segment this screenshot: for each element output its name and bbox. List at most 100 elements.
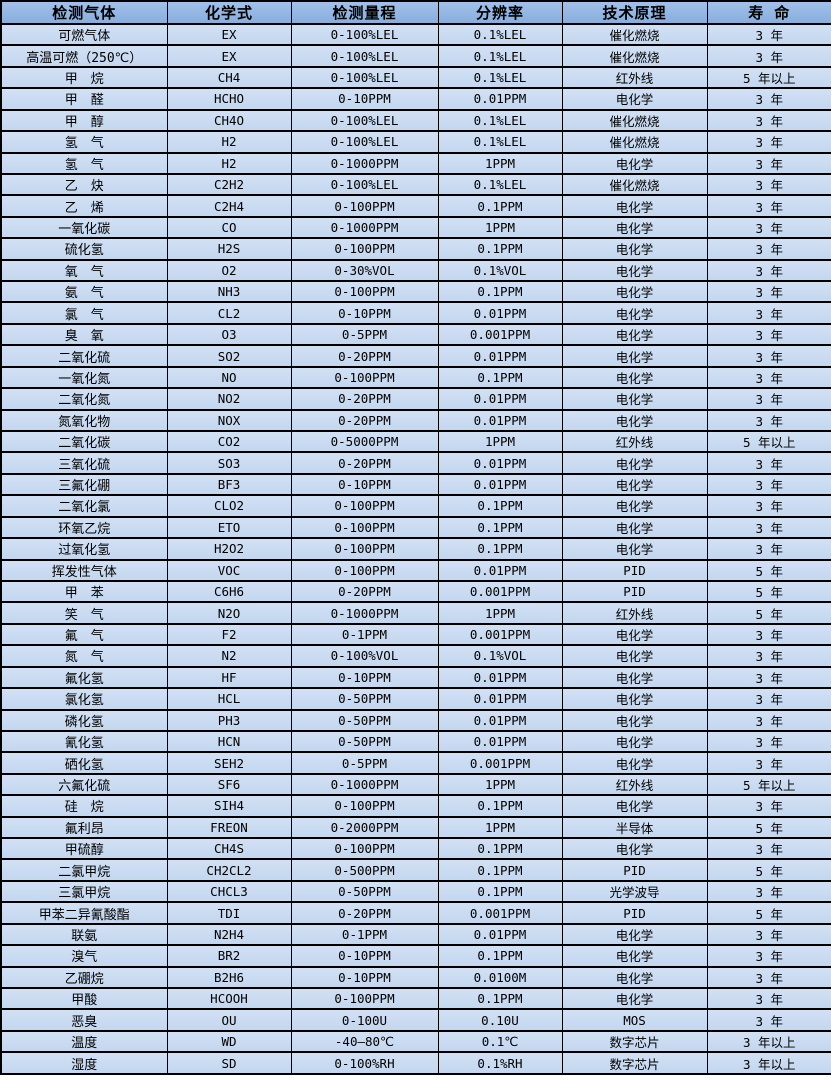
lifespan-cell: 3 年 [706,622,831,647]
resolution-cell: 0.01PPM [437,687,563,711]
table-row: 挥发性气体 VOC 0-100PPM 0.01PPM PID 5 年 [0,558,831,582]
column-header-lifespan: 寿 命 [706,0,831,25]
resolution-cell: 0.1PPM [437,944,563,968]
principle-cell: 电化学 [561,151,708,175]
formula-cell: CHCL3 [166,879,292,904]
formula-cell: CLO2 [166,494,292,518]
formula-cell: FREON [166,815,292,840]
principle-cell: 电化学 [561,301,708,325]
table-row: 氨 气 NH3 0-100PPM 0.1PPM 电化学 3 年 [0,280,831,304]
range-cell: 0-100PPM [290,237,439,261]
lifespan-cell: 3 年 [706,794,831,818]
principle-cell: 电化学 [561,729,708,754]
column-header-resolution: 分辨率 [437,0,563,25]
gas-name-cell: 甲 苯 [0,579,168,604]
formula-cell: N2H4 [166,922,292,947]
gas-name-cell: 磷化氢 [0,708,168,732]
lifespan-cell: 3 年 [706,408,831,433]
range-cell: 0-100PPM [290,794,439,818]
column-header-range: 检测量程 [290,0,439,25]
principle-cell: 电化学 [561,387,708,411]
table-row: 硫化氢 H2S 0-100PPM 0.1PPM 电化学 3 年 [0,237,831,261]
range-cell: 0-20PPM [290,344,439,368]
principle-cell: 电化学 [561,622,708,647]
range-cell: 0-100%LEL [290,22,439,47]
gas-name-cell: 二氯甲烷 [0,858,168,882]
table-row: 甲酸 HCOOH 0-100PPM 0.1PPM 电化学 3 年 [0,986,831,1011]
table-row: 可燃气体 EX 0-100%LEL 0.1%LEL 催化燃烧 3 年 [0,22,831,47]
resolution-cell: 1PPM [437,215,563,240]
gas-name-cell: 氟利昂 [0,815,168,840]
resolution-cell: 0.1%LEL [437,108,563,133]
gas-name-cell: 氯 气 [0,301,168,325]
principle-cell: 电化学 [561,644,708,668]
table-row: 二氧化氮 NO2 0-20PPM 0.01PPM 电化学 3 年 [0,387,831,411]
lifespan-cell: 3 年 [706,365,831,390]
formula-cell: CH4S [166,837,292,861]
formula-cell: HCN [166,729,292,754]
lifespan-cell: 3 年 [706,130,831,154]
gas-name-cell: 挥发性气体 [0,558,168,582]
range-cell: 0-50PPM [290,687,439,711]
resolution-cell: 0.01PPM [437,451,563,475]
formula-cell: SEH2 [166,751,292,775]
range-cell: 0-100PPM [290,837,439,861]
principle-cell: 红外线 [561,601,708,625]
table-row: 甲硫醇 CH4S 0-100PPM 0.1PPM 电化学 3 年 [0,837,831,861]
resolution-cell: 0.1PPM [437,365,563,390]
gas-name-cell: 三氧化硫 [0,451,168,475]
table-row: 温度 WD -40—80℃ 0.1℃ 数字芯片 3 年以上 [0,1029,831,1054]
gas-name-cell: 氯化氢 [0,687,168,711]
principle-cell: 催化燃烧 [561,172,708,197]
table-row: 磷化氢 PH3 0-50PPM 0.01PPM 电化学 3 年 [0,708,831,732]
formula-cell: H2O2 [166,537,292,561]
resolution-cell: 1PPM [437,772,563,797]
resolution-cell: 0.1%VOL [437,258,563,283]
range-cell: 0-20PPM [290,451,439,475]
principle-cell: 催化燃烧 [561,22,708,47]
range-cell: 0-1000PPM [290,772,439,797]
lifespan-cell: 5 年以上 [706,65,831,90]
range-cell: 0-5PPM [290,322,439,347]
principle-cell: 电化学 [561,494,708,518]
gas-name-cell: 甲 烷 [0,65,168,90]
table-row: 氮 气 N2 0-100%VOL 0.1%VOL 电化学 3 年 [0,644,831,668]
resolution-cell: 0.001PPM [437,901,563,925]
table-row: 氢 气 H2 0-1000PPM 1PPM 电化学 3 年 [0,151,831,175]
table-row: 乙 炔 C2H2 0-100%LEL 0.1%LEL 催化燃烧 3 年 [0,172,831,197]
principle-cell: 电化学 [561,344,708,368]
resolution-cell: 0.1PPM [437,537,563,561]
formula-cell: CO2 [166,429,292,454]
resolution-cell: 1PPM [437,815,563,840]
gas-name-cell: 氟 气 [0,622,168,647]
principle-cell: 电化学 [561,751,708,775]
gas-name-cell: 氧 气 [0,258,168,283]
lifespan-cell: 3 年 [706,172,831,197]
gas-name-cell: 甲酸 [0,986,168,1011]
lifespan-cell: 5 年以上 [706,772,831,797]
principle-cell: 电化学 [561,280,708,304]
lifespan-cell: 3 年 [706,344,831,368]
formula-cell: CH2CL2 [166,858,292,882]
principle-cell: 电化学 [561,258,708,283]
table-body: 可燃气体 EX 0-100%LEL 0.1%LEL 催化燃烧 3 年高温可燃（250℃） E… [0,22,831,1075]
gas-name-cell: 环氧乙烷 [0,515,168,540]
resolution-cell: 0.001PPM [437,751,563,775]
lifespan-cell: 5 年 [706,601,831,625]
principle-cell: 电化学 [561,515,708,540]
resolution-cell: 0.1PPM [437,837,563,861]
lifespan-cell: 3 年 [706,151,831,175]
resolution-cell: 0.001PPM [437,322,563,347]
lifespan-cell: 3 年 [706,258,831,283]
gas-name-cell: 乙 烯 [0,194,168,218]
principle-cell: 红外线 [561,429,708,454]
range-cell: 0-1PPM [290,922,439,947]
table-row: 环氧乙烷 ETO 0-100PPM 0.1PPM 电化学 3 年 [0,515,831,540]
range-cell: 0-100PPM [290,365,439,390]
formula-cell: CH4 [166,65,292,90]
table-row: 二氧化碳 CO2 0-5000PPM 1PPM 红外线 5 年以上 [0,429,831,454]
table-row: 乙 烯 C2H4 0-100PPM 0.1PPM 电化学 3 年 [0,194,831,218]
lifespan-cell: 3 年 [706,280,831,304]
gas-name-cell: 氢 气 [0,130,168,154]
table-row: 高温可燃（250℃） EX 0-100%LEL 0.1%LEL 催化燃烧 3 年 [0,44,831,68]
